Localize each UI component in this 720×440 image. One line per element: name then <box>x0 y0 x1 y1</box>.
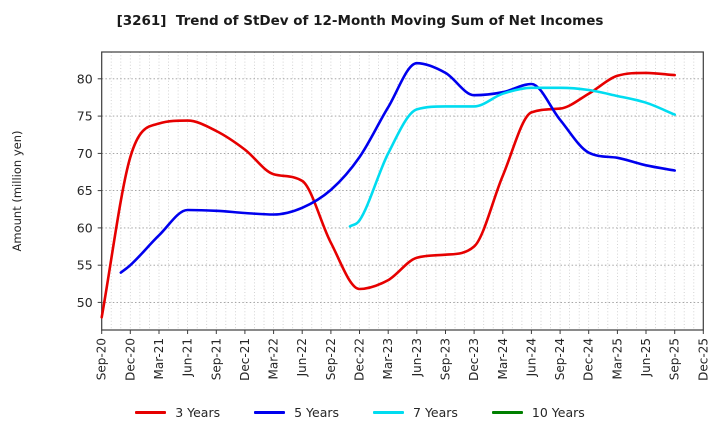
legend-item-5-years: 5 Years <box>254 405 339 420</box>
y-tick-label: 80 <box>77 71 93 86</box>
y-tick-label: 65 <box>77 183 93 198</box>
series-line-5-years <box>119 61 676 274</box>
legend-label: 3 Years <box>175 405 221 420</box>
legend-item-10-years: 10 Years <box>491 405 585 420</box>
chart-title: [3261] Trend of StDev of 12-Month Moving… <box>116 13 604 29</box>
legend-swatch <box>254 411 286 414</box>
plot-border <box>101 51 704 331</box>
x-tick-label: Sep-25 <box>668 338 682 380</box>
legend-swatch <box>135 411 167 414</box>
x-tick-label: Sep-21 <box>209 338 223 380</box>
x-tick-label: Dec-25 <box>696 338 710 381</box>
y-tick-label: 50 <box>77 295 93 310</box>
x-tick-label: Mar-21 <box>152 338 166 379</box>
y-tick-label: 60 <box>77 220 93 235</box>
x-tick-label: Mar-25 <box>610 338 624 379</box>
x-tick-label: Mar-22 <box>267 338 281 379</box>
legend-swatch <box>373 411 405 414</box>
x-tick-label: Jun-24 <box>524 338 538 377</box>
x-tick-label: Mar-23 <box>381 338 395 379</box>
x-tick-label: Dec-24 <box>582 338 596 381</box>
legend: 3 Years 5 Years 7 Years 10 Years <box>0 405 720 420</box>
x-tick-label: Mar-24 <box>496 338 510 379</box>
legend-item-7-years: 7 Years <box>373 405 458 420</box>
x-tick-label: Jun-21 <box>181 338 195 377</box>
x-tick-label: Sep-24 <box>553 338 567 380</box>
x-tick-label: Sep-20 <box>95 338 109 380</box>
y-tick-label: 55 <box>77 258 93 273</box>
y-tick-label: 70 <box>77 146 93 161</box>
legend-label: 10 Years <box>531 405 585 420</box>
series-line-7-years <box>348 86 676 228</box>
x-tick-label: Dec-23 <box>467 338 481 381</box>
x-tick-label: Dec-21 <box>238 338 252 381</box>
x-tick-label: Jun-25 <box>639 338 653 377</box>
legend-swatch <box>491 411 523 414</box>
x-tick-label: Sep-23 <box>439 338 453 380</box>
y-tick-label: 75 <box>77 109 93 124</box>
series-line-3-years <box>100 71 676 319</box>
x-tick-label: Dec-22 <box>353 338 367 381</box>
legend-item-3-years: 3 Years <box>135 405 220 420</box>
x-tick-label: Jun-23 <box>410 338 424 377</box>
x-tick-label: Dec-20 <box>123 338 137 381</box>
legend-label: 5 Years <box>294 405 340 420</box>
legend-label: 7 Years <box>413 405 458 420</box>
x-tick-label: Jun-22 <box>295 338 309 377</box>
x-tick-label: Sep-22 <box>324 338 338 380</box>
